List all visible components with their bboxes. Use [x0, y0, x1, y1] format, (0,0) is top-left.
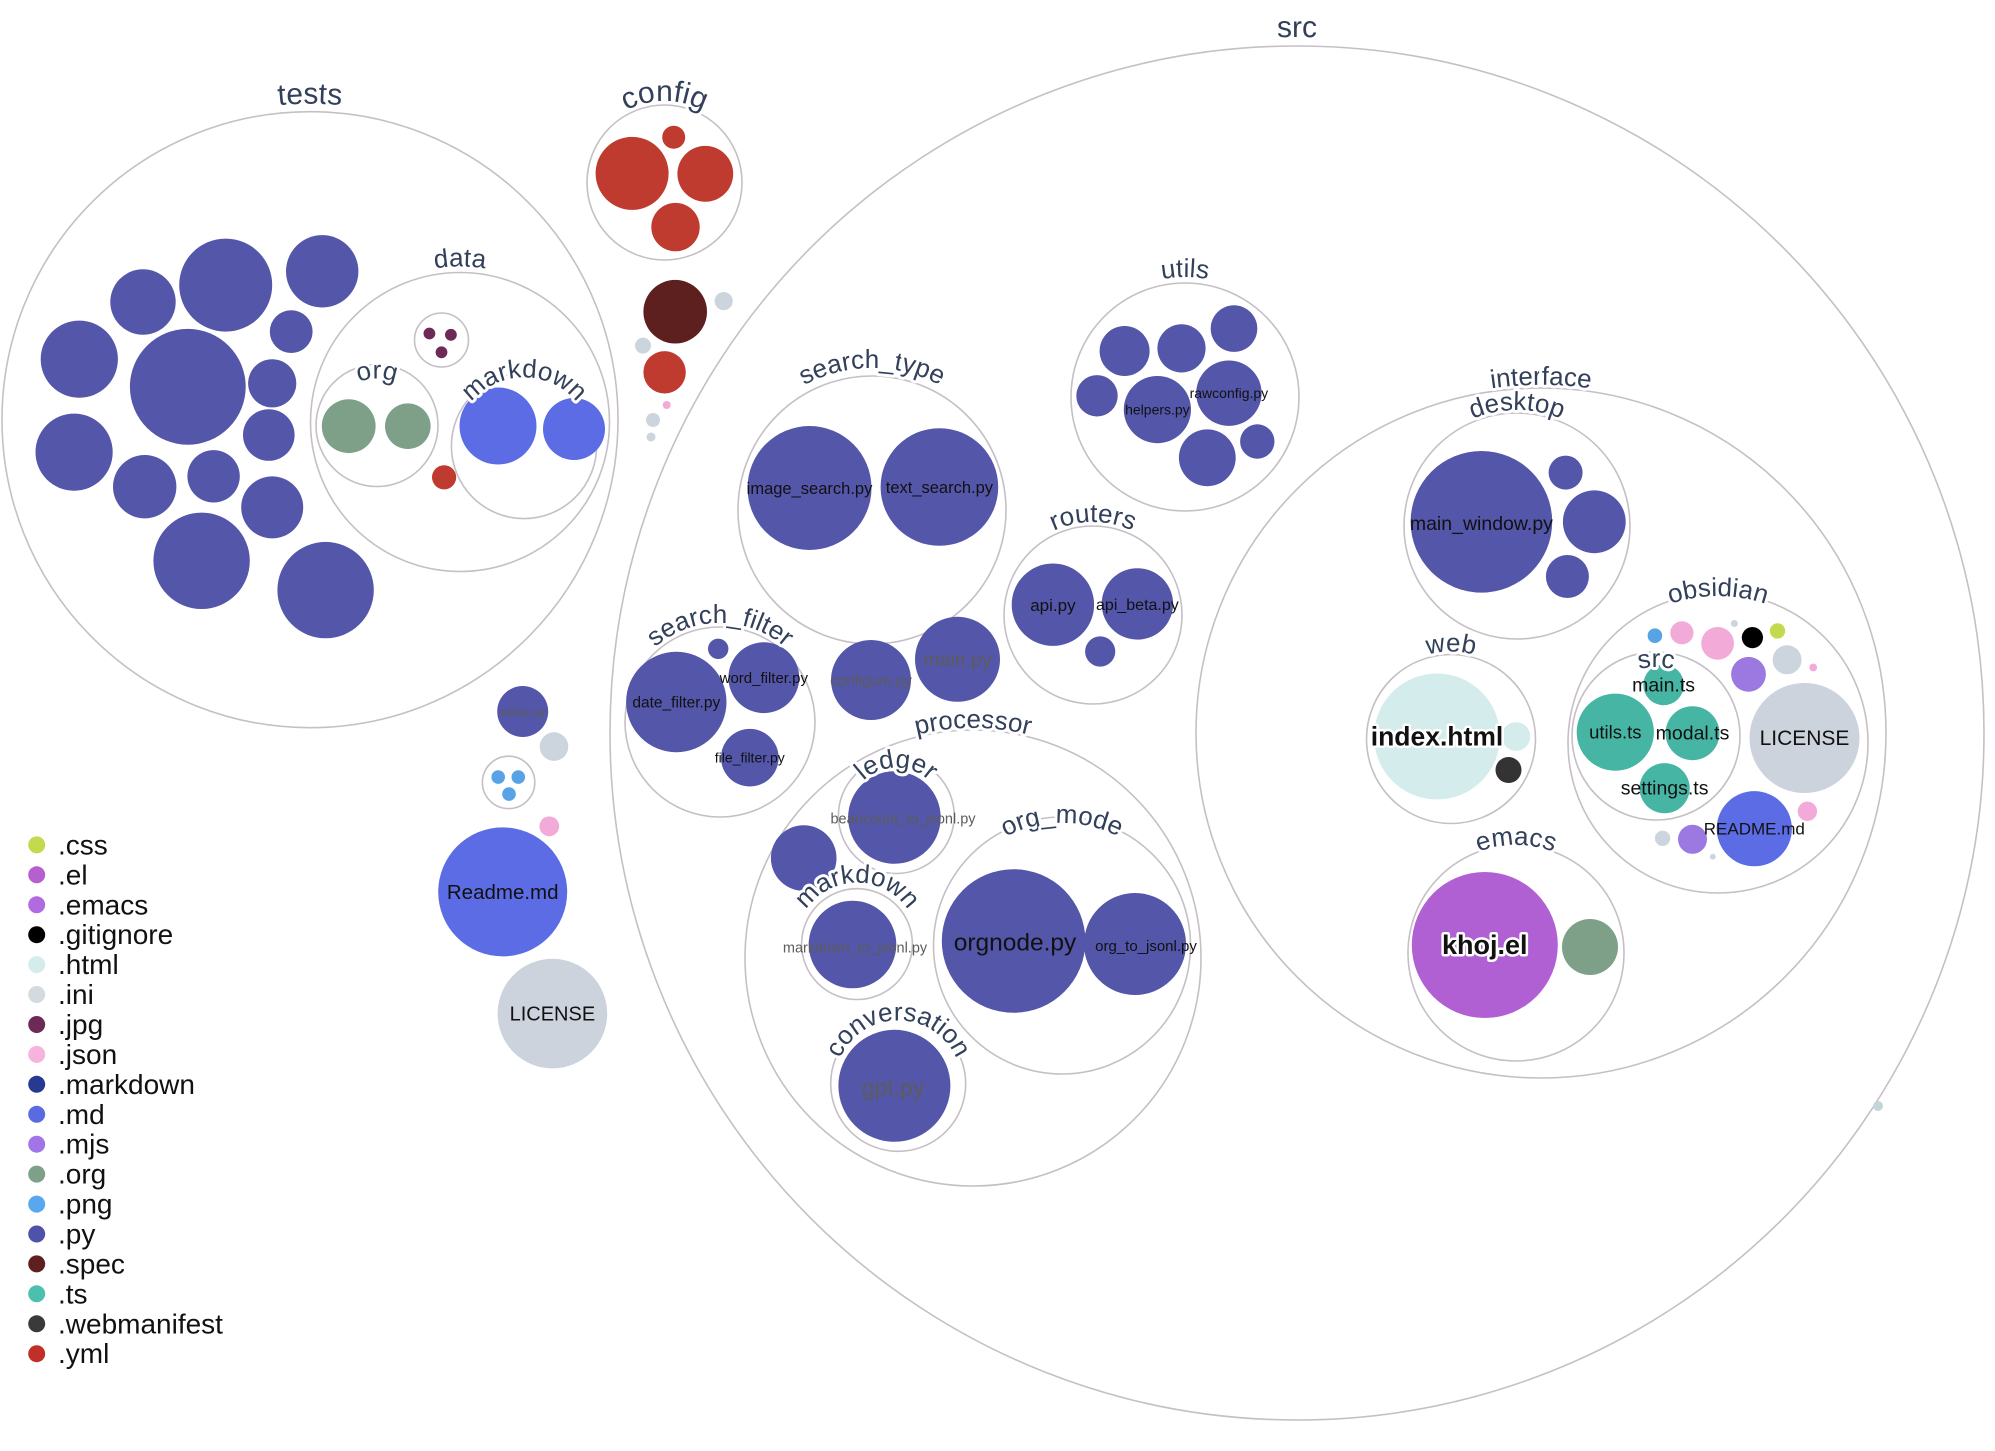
svg-text:image_search.py: image_search.py: [747, 480, 873, 498]
svg-text:date_filter.py: date_filter.py: [632, 695, 720, 712]
svg-text:org_to_jsonl.py: org_to_jsonl.py: [1095, 938, 1197, 955]
svg-text:modal.ts: modal.ts: [1656, 723, 1730, 745]
svg-text:utils.ts: utils.ts: [1589, 722, 1641, 743]
svg-text:LICENSE: LICENSE: [510, 1004, 596, 1026]
svg-text:gpt.py: gpt.py: [862, 1075, 925, 1101]
svg-text:.jpg: .jpg: [58, 1009, 103, 1040]
svg-text:config: config: [616, 75, 713, 117]
svg-text:.webmanifest: .webmanifest: [58, 1308, 223, 1339]
svg-text:api_beta.py: api_beta.py: [1096, 597, 1179, 614]
svg-text:.png: .png: [58, 1189, 113, 1220]
svg-text:settings.ts: settings.ts: [1621, 778, 1709, 800]
svg-text:.emacs: .emacs: [58, 889, 148, 920]
svg-text:.org: .org: [58, 1159, 106, 1190]
svg-text:.css: .css: [58, 829, 108, 860]
svg-text:setup.py: setup.py: [500, 705, 545, 719]
svg-text:utils: utils: [1159, 253, 1211, 285]
svg-text:data: data: [432, 242, 488, 274]
svg-text:api.py: api.py: [1030, 596, 1076, 615]
svg-text:README.md: README.md: [1704, 820, 1805, 839]
svg-text:.gitignore: .gitignore: [58, 919, 173, 950]
svg-text:Readme.md: Readme.md: [447, 881, 559, 904]
svg-text:.json: .json: [58, 1039, 117, 1070]
svg-text:src: src: [1277, 11, 1318, 44]
svg-text:.ts: .ts: [58, 1278, 88, 1309]
svg-text:.ini: .ini: [58, 979, 94, 1010]
svg-text:.yml: .yml: [58, 1338, 109, 1369]
svg-text:LICENSE: LICENSE: [1760, 727, 1850, 750]
svg-text:text_search.py: text_search.py: [886, 479, 994, 497]
svg-text:markdown_to_jsonl.py: markdown_to_jsonl.py: [783, 941, 928, 957]
svg-text:search_type: search_type: [793, 344, 950, 391]
svg-text:index.html: index.html: [1371, 722, 1504, 752]
svg-text:khoj.el: khoj.el: [1442, 930, 1528, 960]
svg-text:tests: tests: [276, 78, 343, 113]
svg-text:orgnode.py: orgnode.py: [954, 930, 1077, 957]
svg-text:.mjs: .mjs: [58, 1129, 109, 1160]
svg-text:.md: .md: [58, 1099, 105, 1130]
svg-text:main.ts: main.ts: [1632, 674, 1695, 696]
svg-text:web: web: [1422, 627, 1479, 660]
svg-text:rawconfig.py: rawconfig.py: [1190, 385, 1269, 401]
svg-text:src: src: [1635, 643, 1677, 675]
svg-text:main_window.py: main_window.py: [1410, 513, 1553, 535]
svg-text:word_filter.py: word_filter.py: [719, 670, 809, 687]
svg-text:.el: .el: [58, 859, 88, 890]
svg-text:routers: routers: [1045, 498, 1141, 536]
svg-text:file_filter.py: file_filter.py: [715, 750, 785, 766]
svg-text:.py: .py: [58, 1219, 95, 1250]
svg-text:helpers.py: helpers.py: [1125, 402, 1190, 418]
svg-text:processor: processor: [911, 704, 1035, 741]
svg-text:desktop: desktop: [1465, 386, 1570, 424]
svg-text:org: org: [353, 355, 402, 388]
svg-text:configure.py: configure.py: [830, 673, 912, 690]
svg-text:obsidian: obsidian: [1664, 572, 1773, 610]
svg-text:.spec: .spec: [58, 1248, 125, 1279]
svg-text:.html: .html: [58, 949, 119, 980]
svg-text:beancount_to_jsonl.py: beancount_to_jsonl.py: [830, 812, 976, 828]
svg-text:org_mode: org_mode: [996, 799, 1128, 842]
svg-text:interface: interface: [1488, 361, 1593, 395]
svg-text:emacs: emacs: [1472, 821, 1561, 858]
svg-text:.markdown: .markdown: [58, 1069, 195, 1100]
svg-text:main.py: main.py: [923, 649, 992, 671]
